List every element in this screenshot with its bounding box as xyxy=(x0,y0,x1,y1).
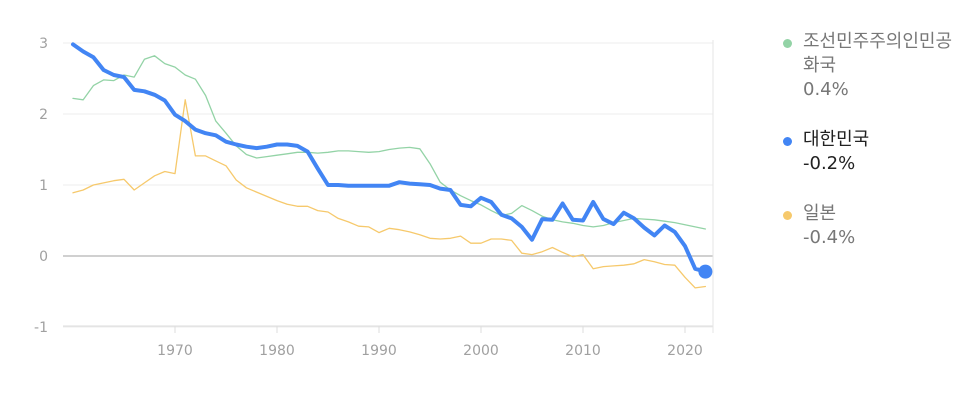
legend-item-south-korea[interactable]: 대한민국 -0.2% xyxy=(783,128,958,176)
legend-label-japan: 일본 xyxy=(803,203,837,224)
x-tick-label: 2020 xyxy=(667,343,703,359)
series-end-point[interactable] xyxy=(698,264,713,279)
series-line-0[interactable] xyxy=(72,55,707,230)
x-axis-tick-labels: 1970 1980 1990 2000 2010 2020 xyxy=(157,343,703,359)
end-markers xyxy=(698,264,713,279)
series-lines xyxy=(71,42,708,289)
legend-label-north-korea: 조선민주주의인민공화국 xyxy=(803,31,953,76)
legend-dot-japan xyxy=(783,211,792,220)
y-axis-tick-labels: 3 2 1 0 -1 xyxy=(34,36,48,336)
legend-item-north-korea[interactable]: 조선민주주의인민공화국 0.4% xyxy=(783,30,958,102)
y-tick-label: 1 xyxy=(39,178,48,194)
y-tick-label: 3 xyxy=(39,36,48,52)
series-line-1[interactable] xyxy=(71,42,708,274)
series-line-2[interactable] xyxy=(72,99,707,289)
legend: 조선민주주의인민공화국 0.4% 대한민국 -0.2% 일본 -0.4% xyxy=(783,30,958,276)
legend-value-japan: -0.4% xyxy=(803,227,856,248)
legend-label-south-korea: 대한민국 xyxy=(803,129,870,150)
legend-value-north-korea: 0.4% xyxy=(803,79,849,100)
x-tick-label: 2010 xyxy=(565,343,601,359)
x-tick-label: 2000 xyxy=(463,343,499,359)
legend-value-south-korea: -0.2% xyxy=(803,153,856,174)
legend-item-japan[interactable]: 일본 -0.4% xyxy=(783,202,958,250)
legend-dot-south-korea xyxy=(783,137,792,146)
y-tick-label: 0 xyxy=(39,249,48,265)
x-tick-label: 1980 xyxy=(259,343,295,359)
x-tick-label: 1970 xyxy=(157,343,193,359)
y-tick-label: 2 xyxy=(39,107,48,123)
y-tick-label: -1 xyxy=(34,320,48,336)
x-tick-label: 1990 xyxy=(361,343,397,359)
legend-dot-north-korea xyxy=(783,39,792,48)
